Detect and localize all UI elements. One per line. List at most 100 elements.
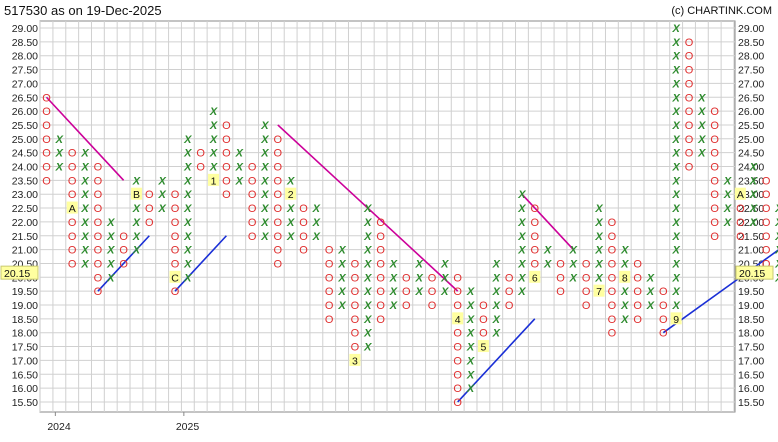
o-box: O (633, 314, 642, 326)
resistance-trendline (277, 124, 459, 292)
x-box: X (671, 231, 680, 243)
y-tick-label-left: 24.00 (12, 162, 38, 174)
x-box: X (209, 148, 218, 160)
o-box: O (710, 162, 719, 174)
o-box: O (274, 203, 283, 215)
y-tick-label-left: 27.00 (12, 78, 38, 90)
x-box: X (697, 106, 706, 118)
y-tick-label-right: 15.50 (738, 397, 764, 409)
o-box: O (68, 258, 77, 270)
x-box: X (517, 258, 526, 270)
o-box: O (505, 286, 514, 298)
y-tick-label-left: 27.50 (12, 65, 38, 77)
month-marker: 1 (211, 175, 217, 187)
o-box: O (608, 217, 617, 229)
y-tick-label-left: 24.50 (12, 148, 38, 160)
o-box: O (222, 120, 231, 132)
month-marker-bg (349, 353, 361, 366)
x-box: X (671, 286, 680, 298)
o-box: O (68, 148, 77, 160)
x-box: X (723, 217, 732, 229)
month-marker-bg (619, 270, 631, 283)
o-box: O (274, 189, 283, 201)
o-box: O (762, 175, 771, 187)
o-box: O (685, 162, 694, 174)
x-box: X (594, 258, 603, 270)
pnf-column: OOO (119, 231, 128, 271)
y-tick-label-left: 25.50 (12, 120, 38, 132)
x-box: X (749, 217, 758, 229)
o-box: O (274, 175, 283, 187)
y-tick-label-right: 18.50 (738, 314, 764, 326)
o-box: O (659, 314, 668, 326)
y-tick-label-left: 18.50 (12, 314, 38, 326)
x-box: X (671, 106, 680, 118)
o-box: O (453, 300, 462, 312)
x-box: X (183, 217, 192, 229)
o-box: O (351, 286, 360, 298)
o-box: O (633, 272, 642, 284)
x-box: X (594, 217, 603, 229)
o-box: O (325, 300, 334, 312)
o-box: O (685, 134, 694, 146)
last-price-tag-right: 20.15 (739, 268, 765, 280)
o-box: O (428, 272, 437, 284)
x-box: X (132, 217, 141, 229)
o-box: O (42, 162, 51, 174)
o-box: O (402, 272, 411, 284)
x-box: X (466, 383, 475, 395)
month-marker-bg (169, 270, 181, 283)
o-box: O (453, 286, 462, 298)
y-tick-label-right: 28.50 (738, 37, 764, 49)
x-box: X (492, 258, 501, 270)
x-box: X (671, 78, 680, 90)
x-box: X (183, 258, 192, 270)
o-box: O (325, 272, 334, 284)
month-marker: 3 (352, 355, 358, 367)
o-box: O (710, 203, 719, 215)
x-box: X (466, 342, 475, 354)
y-tick-label-right: 18.00 (738, 328, 764, 340)
month-marker: 6 (532, 272, 538, 284)
x-box: X (671, 203, 680, 215)
x-box: X (671, 51, 680, 63)
x-box: X (363, 217, 372, 229)
x-axis-label: 2024 (47, 421, 71, 433)
month-marker: 9 (673, 314, 679, 326)
x-box: X (492, 300, 501, 312)
y-tick-label-right: 26.00 (738, 106, 764, 118)
y-tick-label-left: 22.50 (12, 203, 38, 215)
o-box: O (608, 300, 617, 312)
o-box: O (685, 120, 694, 132)
y-tick-label-left: 17.00 (12, 355, 38, 367)
o-box: O (556, 258, 565, 270)
o-box: O (531, 203, 540, 215)
o-box: O (685, 65, 694, 77)
y-tick-label-right: 27.00 (738, 78, 764, 90)
o-box: O (710, 148, 719, 160)
y-tick-label-right: 24.50 (738, 148, 764, 160)
x-box: X (671, 245, 680, 257)
x-box: X (749, 162, 758, 174)
o-box: O (145, 203, 154, 215)
x-box: X (80, 189, 89, 201)
x-box: X (80, 162, 89, 174)
x-box: X (671, 65, 680, 77)
x-box: X (440, 272, 449, 284)
x-box: X (517, 286, 526, 298)
